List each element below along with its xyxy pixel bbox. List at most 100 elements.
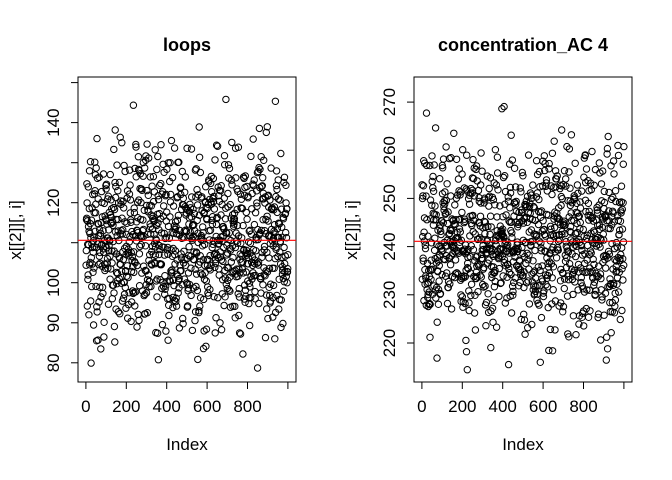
data-point [161, 285, 169, 293]
data-point [508, 229, 516, 237]
data-point [142, 267, 150, 275]
data-point [537, 247, 546, 255]
data-point [172, 302, 181, 310]
data-point [263, 305, 271, 313]
data-point [109, 281, 118, 289]
data-point [452, 155, 461, 164]
data-point [478, 167, 486, 175]
data-point [518, 217, 526, 225]
data-point [117, 267, 126, 275]
x-tick-label: 800 [233, 397, 261, 416]
data-point [143, 186, 151, 195]
data-point [278, 223, 286, 231]
data-point [171, 260, 179, 268]
data-point [469, 155, 477, 164]
data-point [600, 236, 608, 244]
data-point [131, 164, 139, 173]
plot-panel-concentration-ac-4: concentration_AC 4 Index x[[2]][, i] 0 20… [342, 35, 633, 454]
data-point [136, 242, 144, 251]
data-point [106, 275, 114, 283]
data-point [250, 220, 259, 229]
data-point [527, 226, 536, 234]
data-point [204, 255, 212, 264]
data-point [584, 177, 592, 185]
data-point [509, 287, 517, 296]
data-point [446, 280, 454, 288]
data-point [579, 267, 587, 275]
data-point [117, 227, 125, 235]
data-point [616, 315, 624, 324]
data-point [433, 318, 441, 326]
data-point [419, 232, 427, 241]
data-point [489, 196, 498, 204]
data-point [134, 310, 142, 319]
data-point [590, 181, 598, 190]
data-point [617, 182, 626, 190]
data-point [125, 248, 133, 256]
data-point [565, 168, 573, 176]
data-point [277, 296, 285, 304]
data-point [550, 137, 558, 145]
data-point [511, 183, 520, 191]
data-point [99, 289, 107, 298]
data-point [545, 346, 553, 355]
data-point [442, 143, 450, 151]
data-point [462, 348, 471, 356]
data-point [527, 191, 535, 199]
data-point [99, 170, 108, 178]
data-point [219, 257, 227, 266]
data-point [562, 182, 570, 190]
data-point [619, 276, 627, 284]
data-point [503, 242, 511, 250]
data-point [175, 324, 184, 332]
data-point [103, 259, 112, 267]
data-point [283, 205, 291, 213]
data-point [224, 189, 232, 198]
data-point [107, 196, 115, 204]
data-point [500, 102, 508, 111]
data-point [103, 254, 112, 263]
data-point [102, 185, 110, 193]
data-point [209, 174, 218, 183]
data-point [603, 144, 612, 153]
plot-box [413, 76, 633, 383]
data-point [210, 192, 218, 201]
data-point [533, 189, 542, 197]
data-point [419, 257, 428, 265]
data-point [544, 303, 552, 312]
y-tick-label: 270 [380, 88, 399, 116]
data-point [564, 276, 573, 284]
data-point [597, 274, 605, 283]
data-point [527, 194, 536, 203]
data-point [438, 270, 446, 279]
data-point [553, 172, 561, 180]
data-point [86, 258, 94, 267]
data-point [576, 218, 585, 227]
data-point [582, 178, 590, 187]
data-point [600, 311, 608, 319]
data-point [517, 208, 526, 217]
data-point [221, 293, 229, 301]
data-point [507, 309, 516, 317]
data-point [497, 279, 505, 287]
data-point [187, 264, 195, 272]
data-point [451, 248, 459, 256]
data-point [458, 208, 466, 217]
data-point [193, 201, 202, 209]
data-point [191, 308, 200, 316]
data-point [482, 298, 491, 307]
data-point [113, 269, 122, 278]
data-point [436, 175, 444, 183]
data-point [116, 310, 124, 318]
data-point [618, 225, 627, 233]
data-point [137, 198, 145, 207]
data-point [175, 274, 183, 283]
data-point [143, 309, 152, 317]
data-point [614, 151, 623, 160]
data-point [160, 202, 168, 210]
data-point [504, 360, 513, 369]
data-point [157, 260, 166, 268]
data-point [194, 355, 202, 364]
data-point [272, 167, 281, 175]
